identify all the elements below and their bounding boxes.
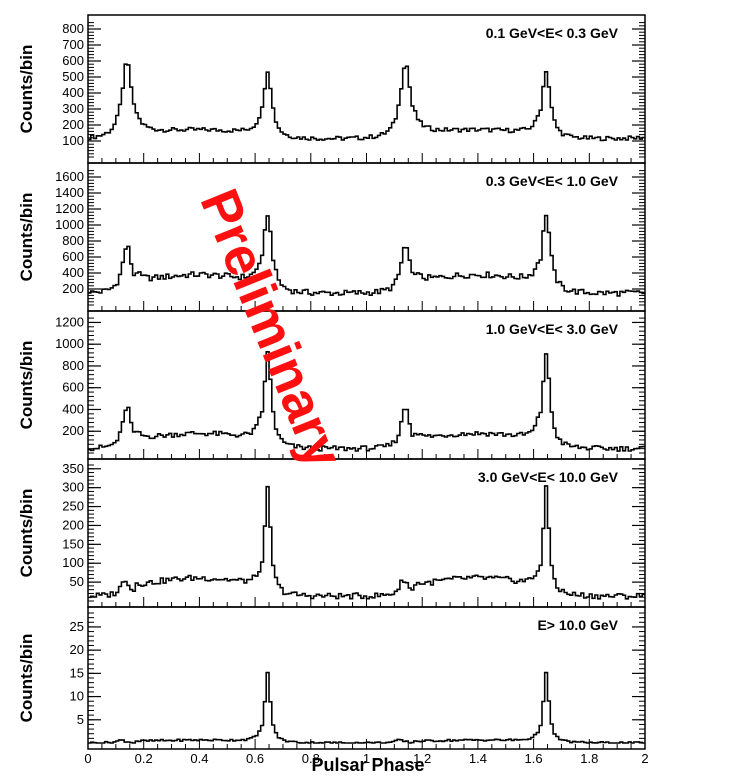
y-tick-label: 5	[77, 712, 84, 727]
histogram-line	[88, 63, 645, 142]
panel-title: E> 10.0 GeV	[537, 617, 618, 633]
x-axis-label: Pulsar Phase	[311, 755, 424, 775]
histogram-line	[88, 671, 645, 744]
y-axis-label: Counts/bin	[17, 45, 36, 134]
y-tick-label: 10	[70, 689, 84, 704]
y-tick-label: 600	[62, 249, 84, 264]
x-tick-label: 0.4	[190, 751, 208, 766]
y-tick-label: 15	[70, 665, 84, 680]
y-axis-label: Counts/bin	[17, 634, 36, 723]
y-tick-label: 1200	[55, 314, 84, 329]
histogram-line	[88, 214, 645, 297]
x-axis: 0 0.2 0.4 0.6 0.8 1 1.2 1.4 1.6 1.8 2	[84, 153, 649, 766]
y-axis-label: Counts/bin	[17, 489, 36, 578]
y-tick-label: 1000	[55, 336, 84, 351]
y-tick-label: 150	[62, 536, 84, 551]
x-tick-label: 0.2	[135, 751, 153, 766]
x-tick-label: 0	[84, 751, 91, 766]
y-tick-label: 600	[62, 53, 84, 68]
x-tick-label: 1.6	[525, 751, 543, 766]
x-tick-label: 0.8	[302, 751, 320, 766]
y-tick-label: 800	[62, 21, 84, 36]
y-tick-label: 800	[62, 358, 84, 373]
y-tick-label: 300	[62, 101, 84, 116]
panel-4: 50 100 150 200 250 300 350 Counts/bin 3.0 GeV<E<…	[17, 458, 646, 608]
panel-3: 200 400 600 800 1000 1200 Counts/bin 1.0 GeV<E<…	[17, 310, 646, 460]
panel-title: 3.0 GeV<E< 10.0 GeV	[478, 469, 619, 485]
y-tick-label: 500	[62, 69, 84, 84]
y-tick-label: 250	[62, 499, 84, 514]
y-tick-label: 1400	[55, 185, 84, 200]
panel-title: 0.3 GeV<E< 1.0 GeV	[486, 173, 619, 189]
panel-5: 5 10 15 20 25 Counts/bin E> 10.0 GeV	[17, 606, 646, 750]
panel-title: 0.1 GeV<E< 0.3 GeV	[486, 25, 619, 41]
panel-title: 1.0 GeV<E< 3.0 GeV	[486, 321, 619, 337]
x-tick-label: 1.2	[413, 751, 431, 766]
y-tick-label: 400	[62, 85, 84, 100]
y-tick-label: 400	[62, 401, 84, 416]
y-tick-label: 700	[62, 37, 84, 52]
y-tick-label: 100	[62, 133, 84, 148]
y-tick-label: 800	[62, 233, 84, 248]
y-tick-label: 1600	[55, 169, 84, 184]
y-tick-label: 25	[70, 619, 84, 634]
y-tick-label: 200	[62, 423, 84, 438]
y-tick-label: 300	[62, 480, 84, 495]
x-tick-label: 1.4	[469, 751, 487, 766]
histogram-line	[88, 351, 645, 452]
y-tick-label: 400	[62, 265, 84, 280]
y-tick-label: 100	[62, 555, 84, 570]
y-tick-label: 600	[62, 380, 84, 395]
y-tick-label: 1200	[55, 201, 84, 216]
y-tick-label: 200	[62, 517, 84, 532]
y-axis-label: Counts/bin	[17, 341, 36, 430]
x-tick-label: 1.8	[580, 751, 598, 766]
y-tick-label: 1000	[55, 217, 84, 232]
y-axis-label: Counts/bin	[17, 193, 36, 282]
x-tick-label: 2	[641, 751, 648, 766]
y-tick-label: 200	[62, 117, 84, 132]
y-tick-label: 50	[70, 574, 84, 589]
y-tick-label: 20	[70, 642, 84, 657]
y-tick-label: 350	[62, 461, 84, 476]
y-tick-label: 200	[62, 281, 84, 296]
x-tick-label: 1	[363, 751, 370, 766]
x-tick-label: 0.6	[246, 751, 264, 766]
histogram-line	[88, 485, 645, 600]
